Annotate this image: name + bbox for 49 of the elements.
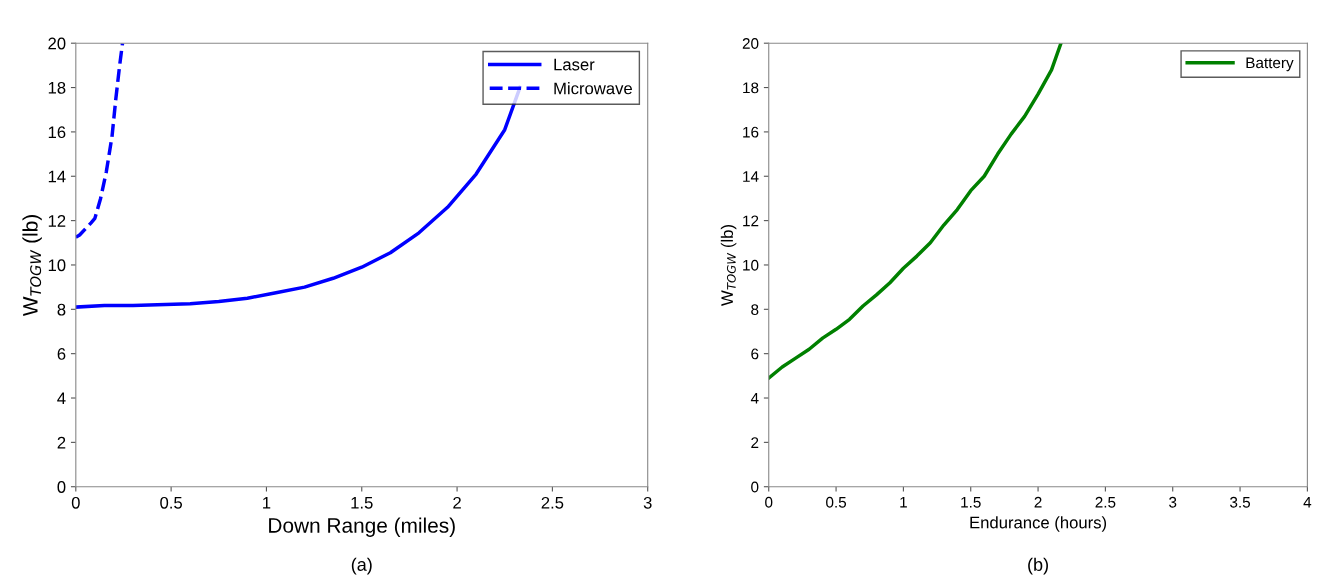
y-tick-label: 16 — [48, 126, 66, 139]
legend-label: Battery — [1246, 57, 1294, 72]
y-tick-label: 10 — [743, 259, 759, 271]
x-tick-label: 3 — [643, 496, 652, 509]
x-tick-label: 3.5 — [1230, 496, 1251, 508]
y-axis-title: W$_{TOGW}$ (lb) — [22, 215, 42, 317]
y-tick-label: 14 — [743, 171, 759, 182]
x-tick-label: 3 — [1169, 496, 1177, 508]
x-tick-label: 2.5 — [541, 496, 564, 509]
x-tick-label: 1.5 — [961, 497, 981, 508]
y-tick-label: 20 — [48, 37, 66, 50]
x-tick-label: 0 — [765, 496, 773, 508]
text: (b) — [1028, 557, 1048, 575]
y-tick-label: 2 — [751, 437, 759, 448]
x-tick-label: 0.5 — [826, 496, 847, 508]
text: (a) — [351, 557, 372, 575]
y-tick-label: 6 — [57, 348, 66, 360]
y-tick-label: 16 — [743, 126, 759, 138]
line-series — [75, 43, 125, 239]
legend-label: Microwave — [554, 82, 632, 95]
y-axis-title: W$_{TOGW}$ (lb) — [720, 225, 737, 306]
y-tick-label: 10 — [48, 259, 66, 272]
y-tick-label: 0 — [751, 481, 759, 493]
y-tick-label: 12 — [48, 215, 66, 227]
x-tick-label: 1.5 — [351, 497, 373, 509]
x-tick-label: 2.5 — [1095, 496, 1116, 508]
y-tick-label: 2 — [57, 436, 66, 449]
y-tick-label: 18 — [48, 81, 66, 94]
x-tick-label: 2 — [453, 496, 461, 509]
y-tick-label: 4 — [57, 392, 66, 405]
x-tick-label: 0 — [71, 496, 80, 509]
y-tick-label: 14 — [48, 170, 66, 183]
y-tick-label: 8 — [57, 303, 66, 316]
y-tick-label: 6 — [751, 348, 759, 360]
line-series — [768, 43, 1063, 380]
x-tick-label: 2 — [1034, 496, 1042, 508]
x-tick-label: 0.5 — [160, 496, 183, 509]
y-tick-label: 12 — [743, 215, 759, 227]
x-tick-label: 4 — [1303, 497, 1312, 508]
y-tick-label: 8 — [751, 304, 759, 315]
x-axis-title: Down Range (miles) — [269, 517, 455, 537]
y-tick-label: 18 — [743, 82, 759, 94]
x-axis-title: Endurance (hours) — [970, 516, 1107, 532]
y-tick-label: 20 — [742, 38, 759, 49]
y-tick-label: 4 — [750, 393, 759, 404]
x-tick-label: 1 — [263, 497, 271, 509]
x-tick-label: 1 — [900, 497, 907, 508]
y-tick-label: 0 — [57, 481, 66, 493]
legend-label: Laser — [554, 58, 595, 71]
